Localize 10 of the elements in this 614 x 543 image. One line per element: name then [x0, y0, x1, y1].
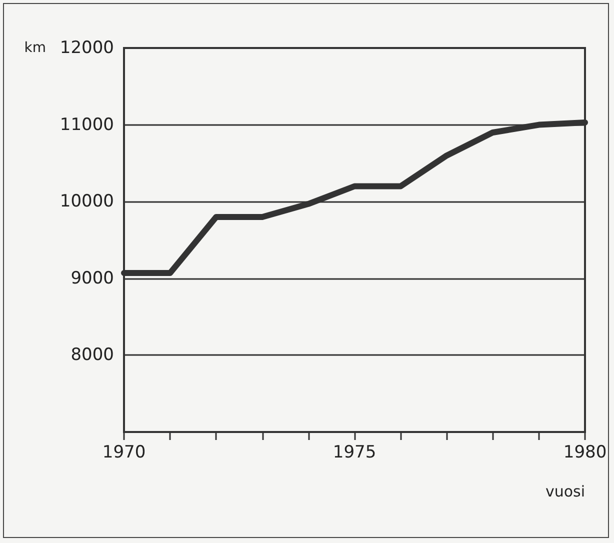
x-axis-title: vuosi [545, 482, 585, 500]
y-tick-label: 12000 [60, 38, 114, 58]
x-tick-label: 1980 [563, 442, 607, 462]
y-tick-label: 10000 [60, 192, 114, 212]
x-tick-label: 1975 [332, 442, 376, 462]
y-axis-title: km [24, 40, 46, 56]
y-tick-label: 8000 [70, 345, 114, 366]
y-tick-label: 11000 [60, 114, 114, 135]
y-tick-label: 9000 [70, 268, 114, 288]
x-tick-label: 1970 [102, 442, 146, 462]
